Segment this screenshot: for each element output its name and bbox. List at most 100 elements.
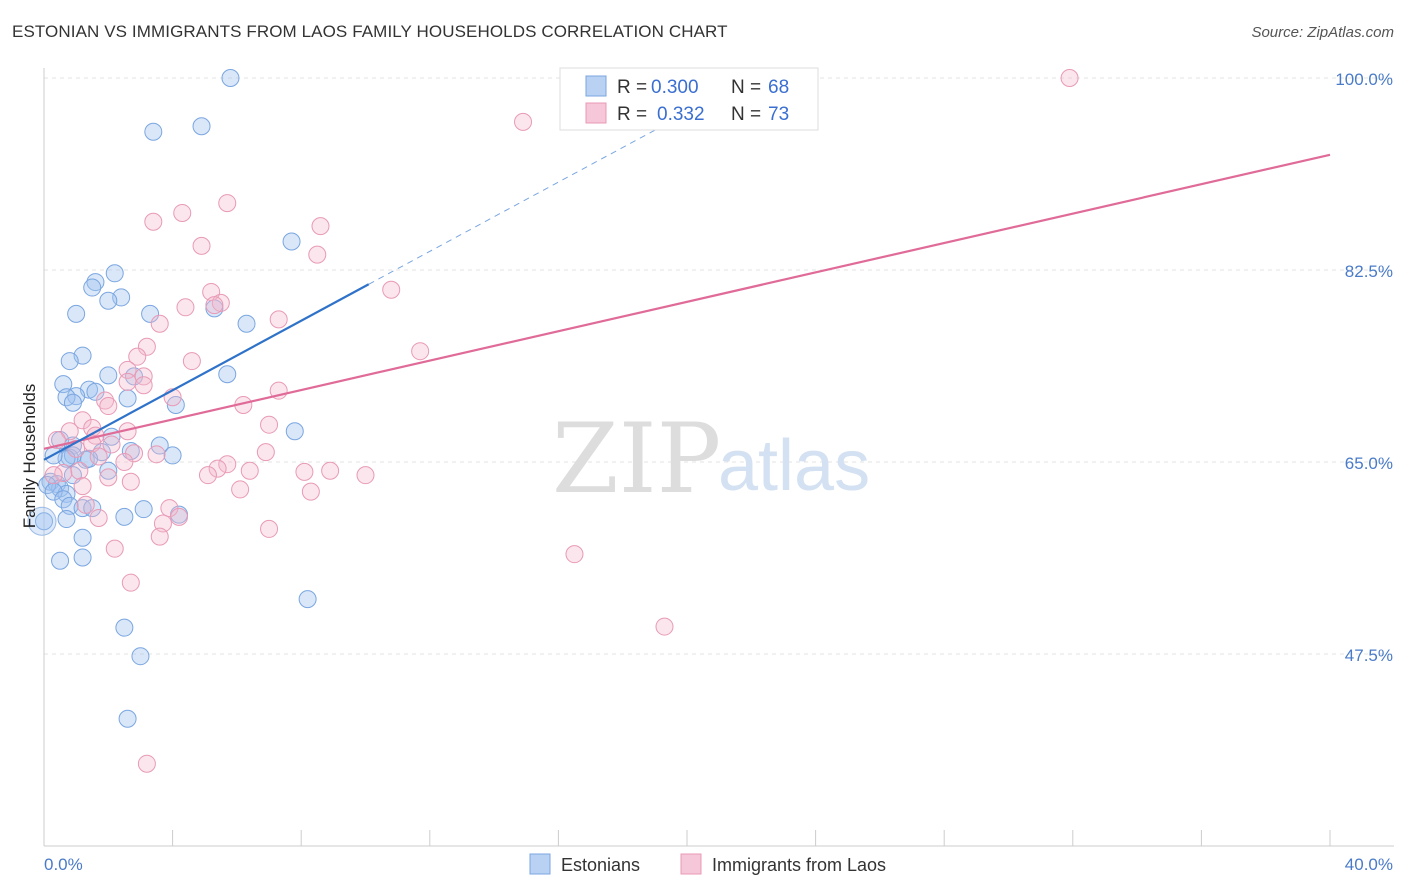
- legend-swatch-estonians: [585, 75, 607, 97]
- laos-point: [89, 447, 108, 466]
- estonians-point: [115, 618, 134, 637]
- laos-point: [76, 495, 95, 514]
- laos-point: [311, 217, 330, 236]
- estonians-point: [54, 490, 73, 509]
- watermark-zip: ZIP: [552, 403, 721, 515]
- estonians-point: [115, 507, 134, 526]
- x-tick-labels: 0.0% 40.0%: [44, 855, 1393, 874]
- legend-r-value: 0.300: [651, 77, 699, 98]
- laos-point: [514, 112, 533, 131]
- laos-point: [118, 372, 137, 391]
- legend-swatch-laos: [680, 853, 702, 875]
- y-tick-label: 100.0%: [1335, 70, 1393, 89]
- y-tick-labels: 100.0% 82.5% 65.0% 47.5%: [1335, 70, 1393, 665]
- estonians-point: [163, 446, 182, 465]
- estonians-point: [282, 232, 301, 251]
- laos-point: [128, 347, 147, 366]
- estonians-point: [73, 548, 92, 567]
- laos-point: [144, 212, 163, 231]
- estonians-point: [73, 499, 92, 518]
- series-legend: Estonians Immigrants from Laos: [529, 853, 886, 875]
- watermark: ZIP atlas: [552, 403, 870, 515]
- estonians-point: [35, 512, 53, 531]
- estonians-point: [144, 122, 163, 141]
- laos-point: [411, 342, 430, 361]
- estonians-point: [118, 709, 137, 728]
- laos-point: [565, 545, 584, 564]
- estonians-point: [67, 304, 86, 323]
- legend-label-laos: Immigrants from Laos: [712, 855, 886, 875]
- estonians-point: [218, 365, 237, 384]
- estonians-trend-line: [43, 283, 370, 461]
- laos-point: [269, 310, 288, 329]
- laos-point: [70, 461, 89, 480]
- y-axis-title: Family Households: [20, 384, 39, 529]
- legend-label-estonians: Estonians: [561, 855, 640, 875]
- laos-point: [147, 445, 166, 464]
- legend-n-value: 68: [768, 77, 789, 98]
- legend-swatch-laos: [585, 102, 607, 124]
- legend-n-label: N =: [731, 104, 761, 125]
- laos-point: [1060, 69, 1079, 87]
- laos-point: [115, 453, 134, 471]
- axes: [43, 68, 1394, 847]
- legend-r-label: R =: [617, 104, 647, 125]
- laos-point: [44, 466, 63, 485]
- estonians-point: [27, 506, 57, 536]
- laos-point: [73, 477, 92, 496]
- estonians-point: [285, 422, 304, 441]
- laos-point: [231, 480, 250, 499]
- estonians-point: [121, 442, 140, 461]
- laos-point: [205, 296, 224, 315]
- estonians-point: [73, 528, 92, 547]
- laos-trend-line: [43, 153, 1331, 450]
- laos-point: [121, 472, 140, 491]
- laos-point: [321, 461, 340, 480]
- laos-point: [150, 527, 169, 546]
- laos-point: [121, 573, 140, 592]
- laos-point: [356, 466, 375, 485]
- source-attribution: Source: ZipAtlas.com: [1251, 24, 1394, 41]
- watermark-atlas: atlas: [718, 426, 870, 506]
- laos-point: [295, 462, 314, 481]
- estonians-point: [141, 304, 160, 323]
- laos-point: [89, 508, 108, 527]
- laos-point: [308, 245, 327, 264]
- laos-point: [134, 376, 153, 395]
- laos-point: [173, 203, 192, 222]
- laos-point: [240, 461, 259, 480]
- laos-point: [260, 519, 279, 538]
- estonians-point: [118, 389, 137, 408]
- laos-point: [655, 617, 674, 636]
- laos-point: [218, 455, 237, 474]
- legend-r-label: R =: [617, 77, 647, 98]
- legend-n-label: N =: [731, 77, 761, 98]
- laos-point: [137, 754, 156, 773]
- estonians-point: [57, 510, 76, 529]
- estonians-point: [237, 314, 256, 333]
- laos-point: [382, 280, 401, 299]
- laos-point: [105, 539, 124, 558]
- y-tick-label: 47.5%: [1345, 646, 1393, 665]
- laos-point: [60, 422, 79, 441]
- laos-point: [176, 298, 195, 317]
- laos-point: [256, 443, 275, 462]
- estonians-point: [192, 117, 211, 136]
- estonians-point: [105, 264, 124, 283]
- laos-point: [96, 391, 115, 410]
- estonians-point: [99, 461, 118, 480]
- estonians-point: [51, 551, 70, 570]
- y-tick-label: 65.0%: [1345, 454, 1393, 473]
- estonians-point: [86, 273, 105, 292]
- laos-point: [211, 293, 230, 312]
- laos-point: [301, 482, 320, 501]
- laos-point: [150, 314, 169, 333]
- laos-point: [99, 468, 118, 487]
- laos-point: [170, 507, 189, 526]
- estonians-point: [63, 393, 82, 412]
- legend-n-value: 73: [768, 104, 789, 125]
- laos-point: [198, 466, 217, 485]
- legend-swatch-estonians: [529, 853, 551, 875]
- estonians-point: [44, 482, 63, 501]
- estonians-point: [60, 352, 79, 371]
